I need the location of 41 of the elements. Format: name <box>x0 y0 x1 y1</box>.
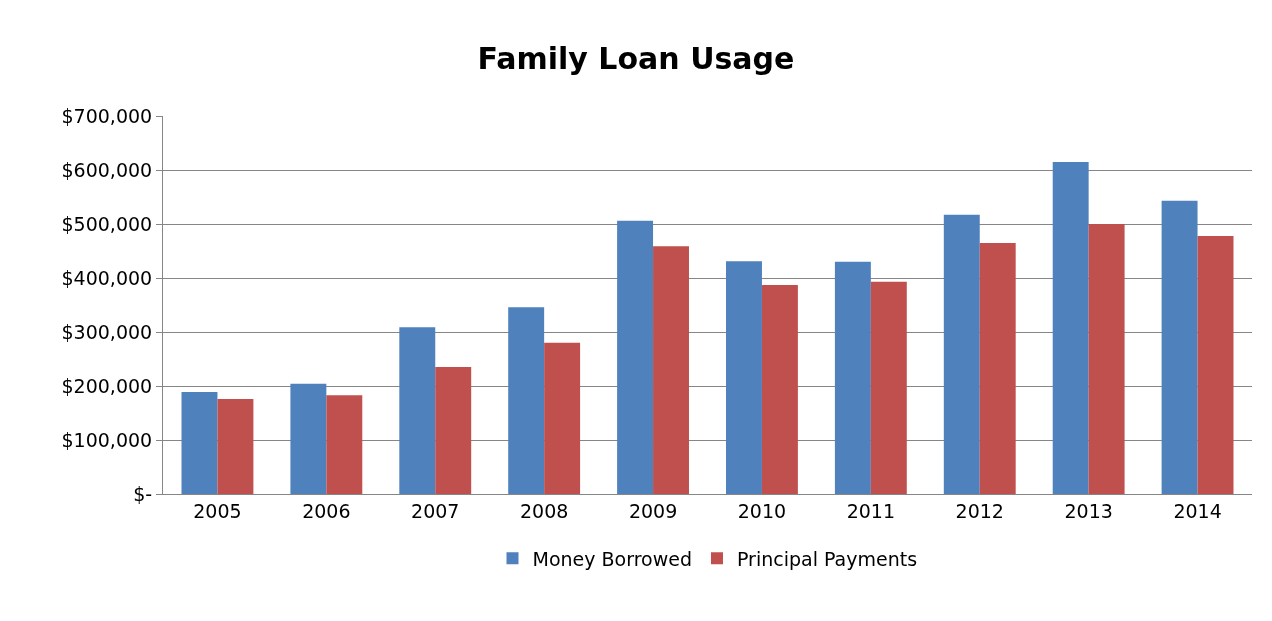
x-tick-label: 2012 <box>955 499 1004 522</box>
y-tick-label: $- <box>133 482 153 505</box>
bar <box>617 220 654 494</box>
y-tick-label: $200,000 <box>61 374 153 397</box>
bar <box>870 281 907 494</box>
bar <box>979 242 1016 494</box>
x-tick-label: 2008 <box>519 499 569 522</box>
x-tick-label: 2014 <box>1173 499 1222 522</box>
bar <box>508 307 545 494</box>
y-tick-label: $300,000 <box>61 320 153 343</box>
bar <box>1161 200 1198 494</box>
x-tick-label: 2011 <box>846 499 896 522</box>
y-tick-label: $700,000 <box>61 104 153 127</box>
bar <box>726 261 762 494</box>
bar <box>1197 235 1234 494</box>
y-tick-label: $100,000 <box>61 428 153 451</box>
bar <box>435 367 472 494</box>
bar <box>834 261 871 494</box>
bar <box>290 383 327 494</box>
y-tick-label: $500,000 <box>61 212 153 235</box>
bar <box>1088 224 1125 494</box>
bar <box>653 246 689 494</box>
bar <box>544 342 581 494</box>
bar <box>217 398 254 494</box>
x-tick-label: 2013 <box>1064 499 1113 522</box>
bar <box>181 391 218 494</box>
bar <box>943 214 980 494</box>
x-tick-label: 2006 <box>302 499 351 522</box>
y-tick-label: $400,000 <box>61 266 153 289</box>
legend-label: Principal Payments <box>736 547 918 570</box>
bar <box>761 285 798 494</box>
x-tick-label: 2005 <box>193 499 242 522</box>
x-tick-label: 2010 <box>737 499 787 522</box>
bar <box>1052 161 1089 494</box>
chart-title: Family Loan Usage <box>477 41 795 77</box>
legend-label: Money Borrowed <box>532 547 692 570</box>
bar <box>399 327 436 494</box>
x-tick-label: 2007 <box>411 499 460 522</box>
bar <box>326 395 363 494</box>
x-tick-label: 2009 <box>628 499 678 522</box>
y-tick-label: $600,000 <box>61 158 153 181</box>
